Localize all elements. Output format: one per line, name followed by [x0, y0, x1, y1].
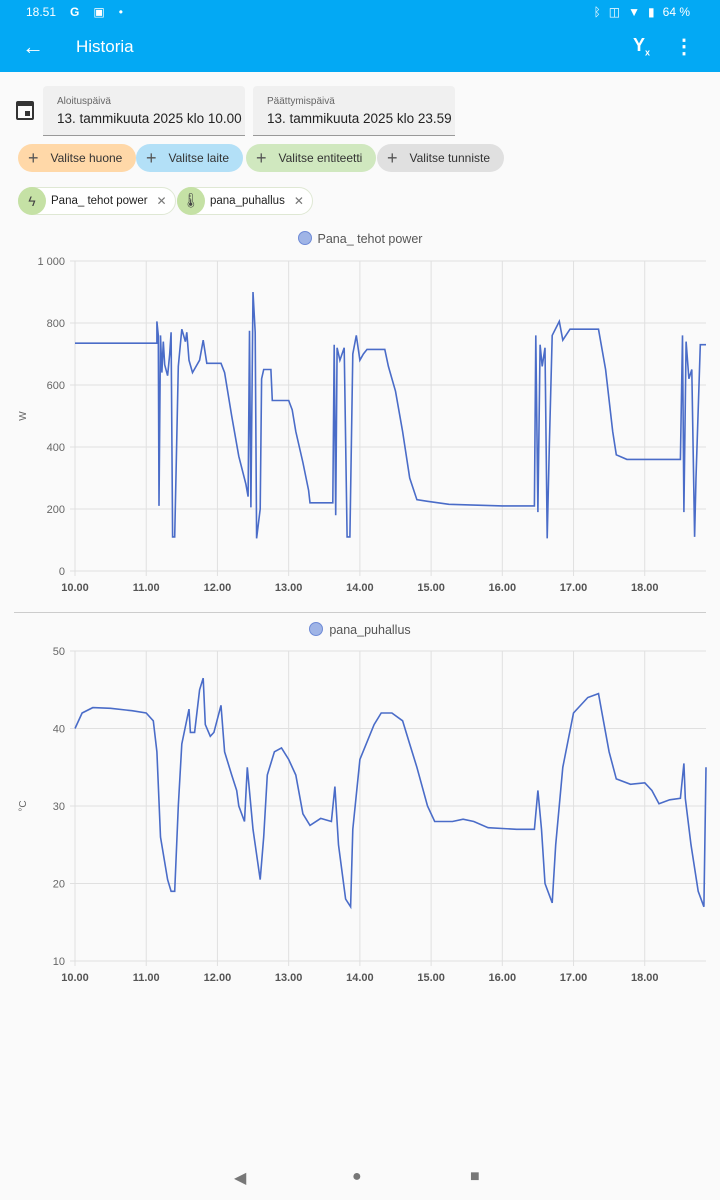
entity-chip-puhallus[interactable]: 🌡︎ pana_puhallus ✕: [177, 186, 313, 215]
navigation-bar: ◀ ● ■: [0, 1168, 720, 1190]
temperature-chart: 10 20 30 40 50 10.00 11.00 12.00 13.00 14.00 15.00…: [18, 646, 707, 984]
bluetooth-icon: ᛒ: [593, 5, 601, 19]
choose-entity-button[interactable]: + Valitse entiteetti: [246, 144, 377, 172]
legend-label: pana_puhallus: [329, 623, 411, 637]
x-tick-label: 17.00: [560, 582, 588, 594]
y-tick-label: 200: [47, 504, 65, 516]
x-tick-label: 10.00: [61, 582, 89, 594]
x-tick-label: 12.00: [204, 972, 232, 984]
entity-label: pana_puhallus: [210, 195, 285, 207]
x-tick-label: 12.00: [204, 582, 232, 594]
entity-chip-power[interactable]: ϟ Pana_ tehot power ✕: [18, 186, 176, 215]
y-tick-label: 0: [59, 566, 65, 578]
battery-icon: ▮: [648, 5, 655, 19]
x-tick-label: 14.00: [346, 582, 374, 594]
close-icon[interactable]: ✕: [293, 194, 304, 208]
y-tick-label: 400: [47, 442, 65, 454]
start-date-label: Aloituspäivä: [57, 96, 111, 107]
plus-icon: +: [146, 147, 157, 168]
x-tick-label: 17.00: [560, 972, 588, 984]
plus-icon: +: [28, 147, 39, 168]
thermometer-icon: 🌡︎: [177, 186, 205, 215]
start-date-field[interactable]: Aloituspäivä 13. tammikuuta 2025 klo 10.…: [43, 86, 245, 136]
chart1-legend[interactable]: Pana_ tehot power: [0, 231, 720, 246]
wifi-icon: ▼: [628, 5, 641, 19]
x-tick-label: 13.00: [275, 582, 303, 594]
end-date-field[interactable]: Päättymispäivä 13. tammikuuta 2025 klo 2…: [253, 86, 455, 136]
plus-icon: +: [387, 147, 398, 168]
choose-label-button[interactable]: + Valitse tunniste: [377, 144, 505, 172]
page-title: Historia: [76, 37, 134, 56]
x-tick-label: 15.00: [417, 582, 445, 594]
chip-label: Valitse laite: [168, 151, 229, 165]
x-tick-label: 13.00: [275, 972, 303, 984]
x-tick-label: 10.00: [61, 972, 89, 984]
app-notification-icon: ▣: [93, 5, 105, 19]
more-vert-icon[interactable]: ⋮: [674, 36, 694, 58]
arrow-left-icon[interactable]: ←: [22, 34, 44, 59]
x-tick-label: 11.00: [133, 972, 160, 984]
divider: [14, 612, 706, 613]
legend-dot: [297, 231, 312, 245]
y-tick-label: 10: [53, 956, 65, 968]
battery-level: 64 %: [662, 5, 690, 19]
back-nav-icon[interactable]: ◀: [234, 1170, 247, 1187]
y-tick-label: 800: [47, 318, 65, 330]
home-nav-icon[interactable]: ●: [352, 1168, 362, 1185]
series-line: [74, 677, 707, 910]
dot-icon: •: [118, 5, 123, 19]
plus-icon: +: [256, 147, 267, 168]
y-tick-label: 50: [53, 646, 65, 658]
y-axis-label: W: [18, 411, 29, 421]
app-bar: ← Historia Yx ⋮: [0, 24, 720, 72]
y-axis-label: °C: [18, 800, 29, 811]
clock: 18.51: [26, 5, 57, 19]
x-tick-label: 18.00: [631, 972, 659, 984]
flash-icon: ϟ: [18, 186, 46, 215]
x-tick-label: 15.00: [417, 972, 445, 984]
y-tick-label: 20: [53, 879, 65, 891]
end-date-value: 13. tammikuuta 2025 klo 23.59: [267, 111, 452, 126]
legend-label: Pana_ tehot power: [317, 232, 423, 246]
x-tick-label: 14.00: [346, 972, 374, 984]
y-tick-label: 30: [53, 801, 65, 813]
y-tick-label: 600: [47, 380, 65, 392]
x-tick-label: 16.00: [489, 972, 517, 984]
legend-dot: [309, 622, 324, 636]
chip-label: Valitse huone: [50, 151, 123, 165]
chip-label: Valitse tunniste: [409, 151, 491, 165]
power-chart: 0 200 400 600 800 1 000 10.00 11.00 12.00 13.00 14…: [18, 256, 706, 594]
x-tick-label: 11.00: [133, 582, 160, 594]
google-icon: G: [70, 5, 80, 19]
y-tick-label: 1 000: [37, 256, 65, 268]
filter-remove-icon[interactable]: Yx: [632, 35, 650, 58]
x-tick-label: 18.00: [631, 582, 659, 594]
end-date-label: Päättymispäivä: [267, 96, 335, 107]
start-date-value: 13. tammikuuta 2025 klo 10.00: [57, 111, 242, 126]
x-tick-label: 16.00: [489, 582, 517, 594]
series-line: [75, 291, 706, 539]
calendar-icon[interactable]: [16, 101, 34, 120]
close-icon[interactable]: ✕: [156, 194, 167, 208]
choose-device-button[interactable]: + Valitse laite: [136, 144, 243, 172]
y-tick-label: 40: [53, 724, 65, 736]
recents-nav-icon[interactable]: ■: [470, 1168, 480, 1185]
choose-room-button[interactable]: + Valitse huone: [18, 144, 137, 172]
status-bar: 18.51 G ▣ • ᛒ ◫ ▼ ▮ 64 %: [0, 0, 720, 24]
chip-label: Valitse entiteetti: [278, 151, 363, 165]
entity-label: Pana_ tehot power: [51, 195, 148, 207]
chart2-legend[interactable]: pana_puhallus: [0, 622, 720, 637]
vibrate-icon: ◫: [608, 5, 621, 19]
